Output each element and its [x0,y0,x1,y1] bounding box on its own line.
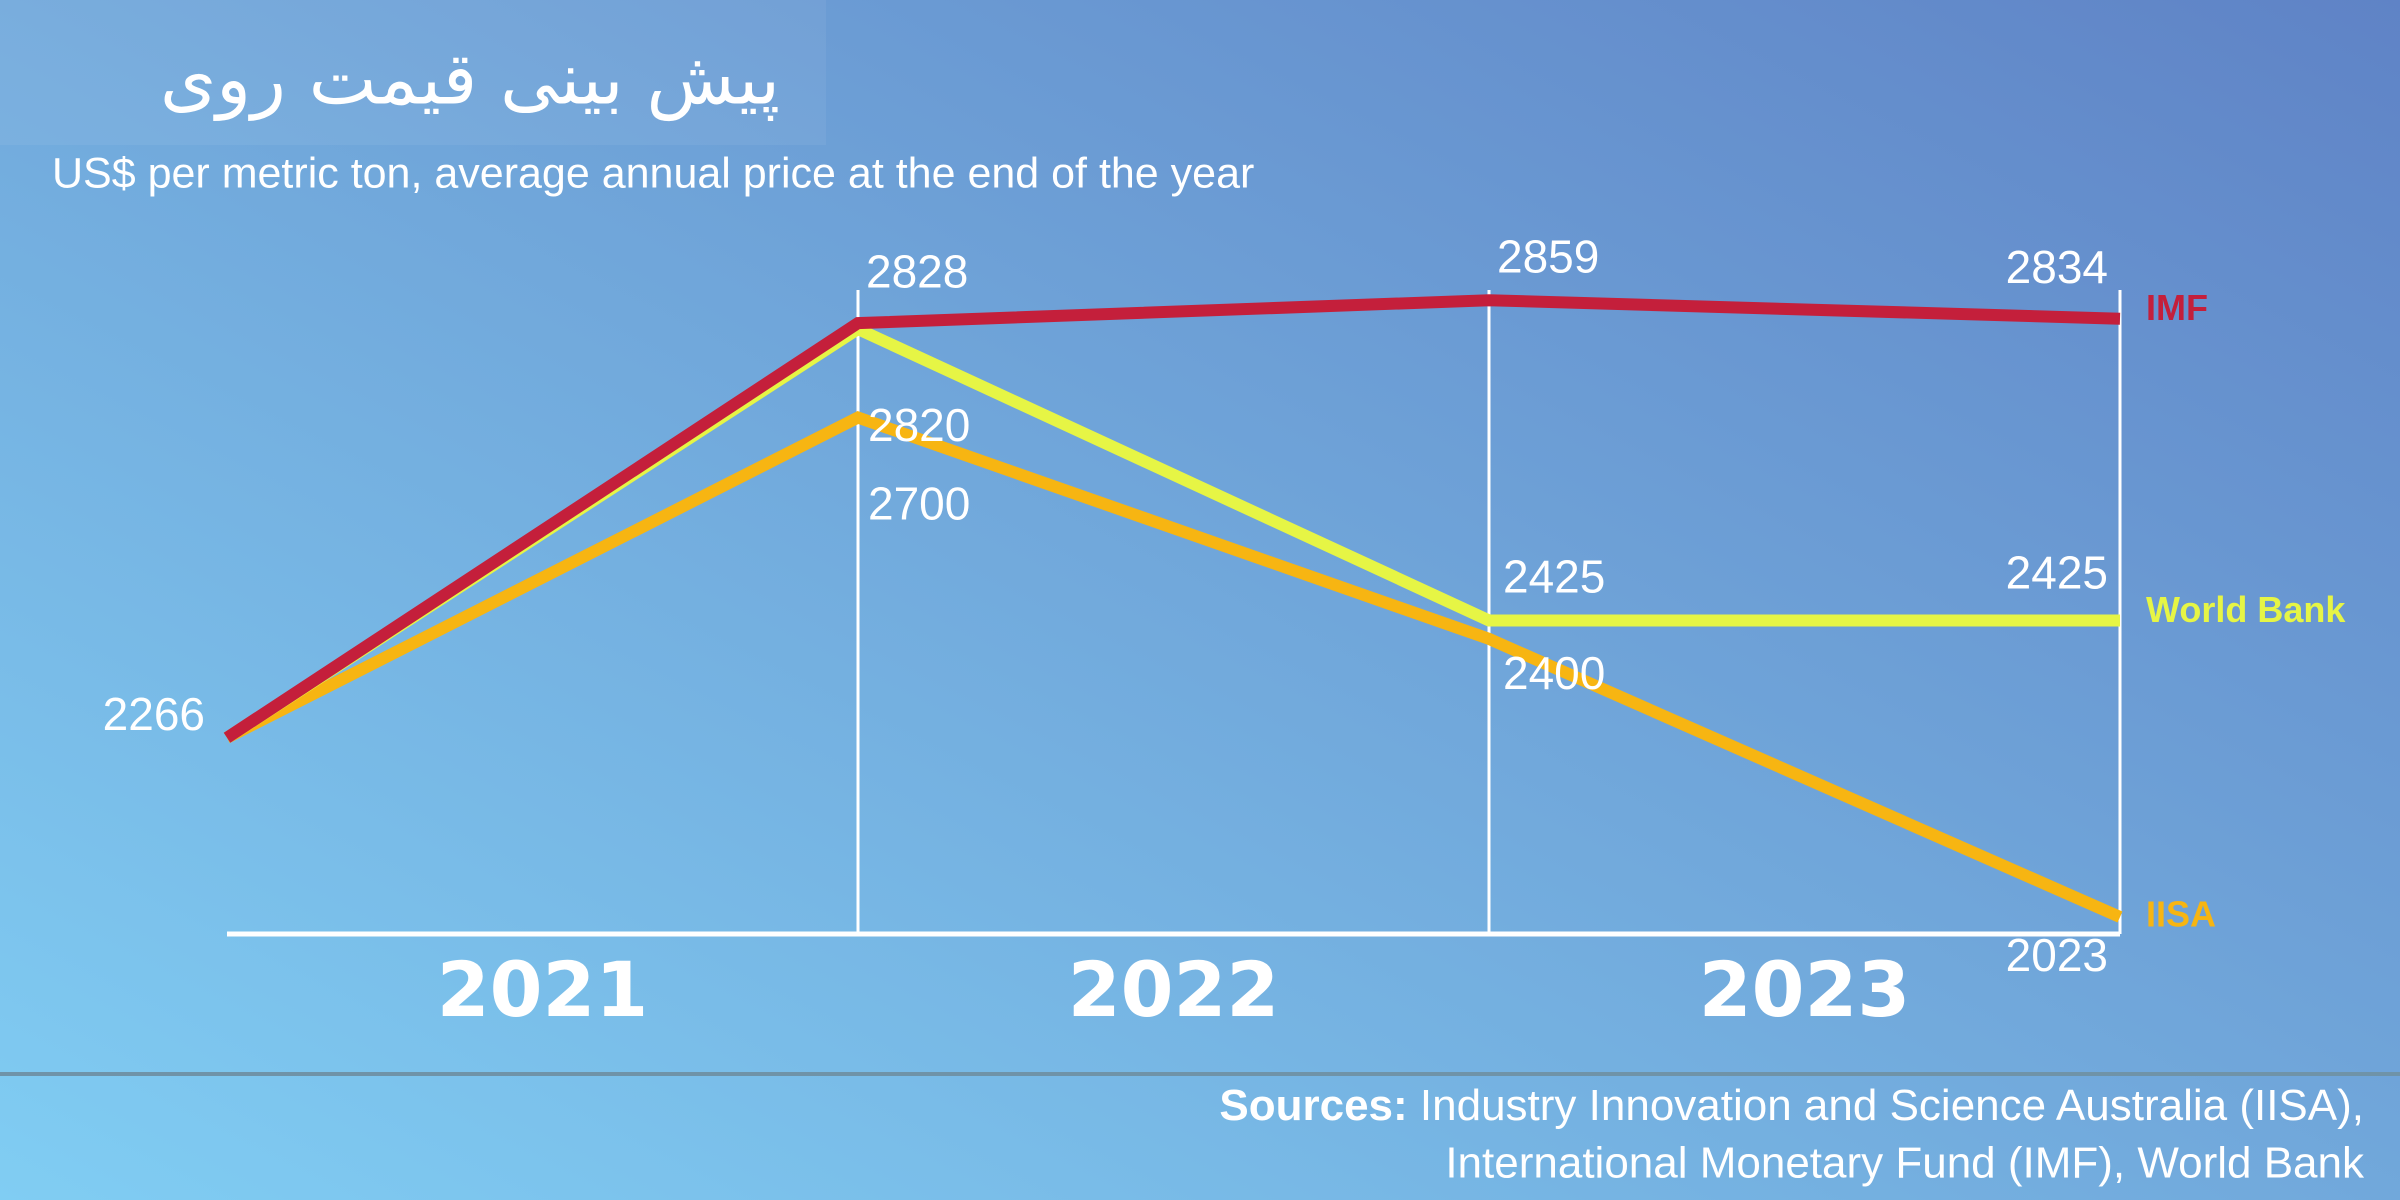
value-label: 2820 [868,399,970,451]
value-label: 2828 [866,245,968,297]
value-label: 2859 [1497,230,1599,282]
series-line [224,411,2123,923]
value-label: 2425 [2006,547,2108,599]
legend-label: World Bank [2146,589,2346,630]
legend-label: IMF [2146,287,2208,328]
source-label: Sources: [1219,1081,1407,1130]
chart-title: پیش بینی قیمت روی [160,37,780,122]
legend-label: IISA [2146,894,2216,935]
value-label: 2425 [1503,551,1605,603]
x-tick-label: 2023 [1699,945,1911,1034]
x-tick-label: 2022 [1068,945,1280,1034]
value-label: 2834 [2006,241,2108,293]
value-label: 2400 [1503,647,1605,699]
series-line [223,294,2121,743]
value-label: 2023 [2006,929,2108,981]
source-text: Industry Innovation and Science Australi… [1420,1081,2364,1130]
source-text: International Monetary Fund (IMF), World… [1445,1139,2365,1188]
chart-subtitle: US$ per metric ton, average annual price… [52,149,1254,197]
x-tick-label: 2021 [437,945,649,1034]
title-panel [0,0,826,145]
value-label: 2700 [868,478,970,530]
value-label: 2266 [103,688,205,740]
source-line: Sources: Industry Innovation and Science… [1219,1081,2364,1130]
